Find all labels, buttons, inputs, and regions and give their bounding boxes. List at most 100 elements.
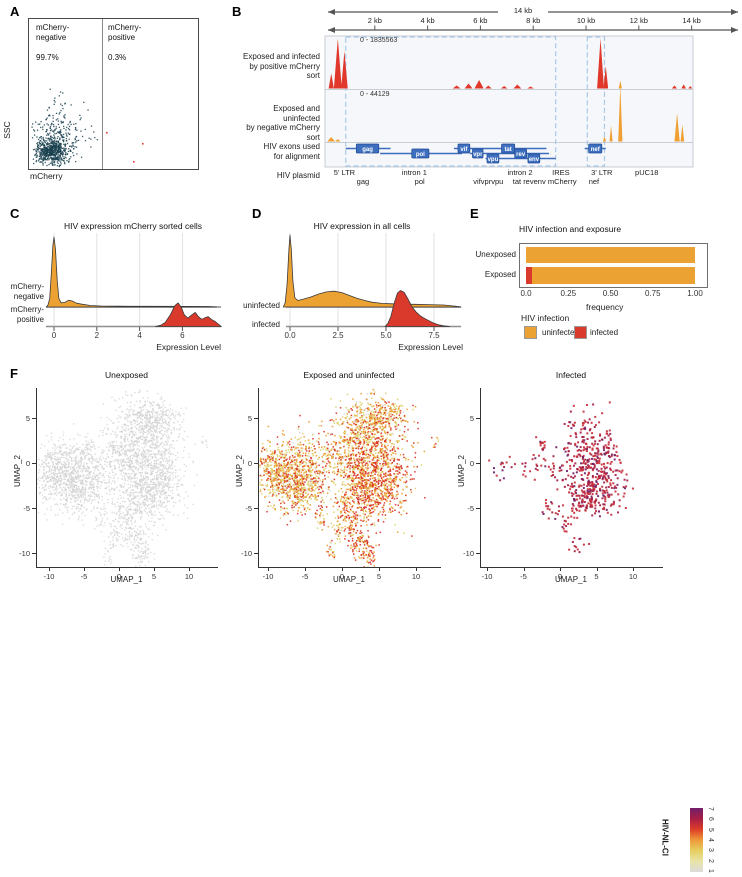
x-tick-label: 10	[411, 572, 421, 581]
panel-c-label: C	[10, 206, 20, 221]
plasmid-label: pol	[414, 177, 425, 186]
y-tick-label: -5	[245, 504, 252, 513]
panel-e-label: E	[470, 206, 479, 221]
x-tick-mark	[49, 567, 50, 571]
y-tick-label: -10	[463, 549, 474, 558]
track-2-name: Exposed and uninfected by negative mCherr…	[246, 104, 320, 142]
x-tick-mark	[633, 567, 634, 571]
exon-label-env: env	[529, 157, 540, 163]
flow-scatter-canvas	[29, 19, 198, 169]
plasmid-label: gag	[356, 177, 370, 186]
x-tick-mark	[189, 567, 190, 571]
plasmid-label: IRES	[552, 168, 570, 177]
ridge-c-x-label: Expression Level	[156, 342, 221, 352]
plasmid-label: intron 1	[401, 168, 427, 177]
flow-y-axis-label: SSC	[2, 121, 12, 139]
legend-swatch-uninfected	[524, 326, 537, 339]
ridge-d-x-label: Expression Level	[398, 342, 463, 352]
x-tick-label: 0.0	[284, 331, 296, 340]
legend-title: HIV infection	[521, 313, 570, 323]
x-tick-label: -10	[262, 572, 274, 581]
umap-plot-unexposed	[36, 388, 218, 568]
x-tick-label: 0	[116, 572, 122, 581]
x-tick-label: 0	[51, 331, 57, 340]
x-tick-label: 2.5	[332, 331, 344, 340]
y-tick-label: -10	[19, 549, 30, 558]
ruler-tick-label: 4 kb	[420, 16, 435, 25]
umap-title-infected: Infected	[555, 370, 587, 380]
plasmid-label: vifvprvpu	[473, 177, 504, 186]
plasmid-label: 5' LTR	[333, 168, 356, 177]
bars-x-label: frequency	[586, 302, 624, 312]
y-tick-mark	[254, 553, 258, 554]
umap-title-exposed-uninfected: Exposed and uninfected	[303, 370, 395, 380]
flow-x-axis-label: mCherry	[30, 171, 63, 181]
y-tick-mark	[254, 463, 258, 464]
track-2-range: 0 - 44129	[360, 91, 390, 98]
y-tick-mark	[476, 418, 480, 419]
x-tick-label: 5	[151, 572, 157, 581]
plasmid-label: pUC18	[635, 168, 659, 177]
track-1-name: Exposed and infected by positive mCherry …	[243, 52, 320, 80]
umap-x-label: UMAP_1	[332, 575, 365, 584]
y-tick-label: -5	[467, 504, 474, 513]
x-tick-mark	[560, 567, 561, 571]
x-tick-label: -5	[80, 572, 88, 581]
ruler-total-label: 14 kb	[513, 6, 533, 15]
y-tick-mark	[254, 418, 258, 419]
plasmid-label: nef	[588, 177, 600, 186]
y-tick-mark	[254, 508, 258, 509]
x-tick-label: 5	[594, 572, 599, 581]
panel-c-ridge-sorted: HIV expression mCherry sorted cells mChe…	[0, 200, 232, 360]
y-tick-label: 0	[469, 459, 474, 468]
panel-f-label: F	[10, 366, 18, 381]
ridge-c-category-positive: mCherry-positive	[10, 305, 44, 324]
ruler-tick-label: 2 kb	[367, 16, 382, 25]
y-tick-label: 0	[247, 459, 252, 468]
y-tick-mark	[32, 553, 36, 554]
umap-plot-infected	[480, 388, 663, 568]
legend-swatch-infected	[574, 326, 587, 339]
gate-divider-line	[102, 19, 103, 169]
x-tick-label: -10	[43, 572, 55, 581]
flow-plot-area: mCherry-negative 99.7% mCherry-positive …	[28, 18, 199, 170]
x-tick-label: 0	[557, 572, 563, 581]
y-tick-label: 0	[25, 459, 30, 468]
x-tick-label: 10	[184, 572, 194, 581]
x-tick-label: -10	[481, 572, 493, 581]
ridge-d-category-infected: infected	[251, 320, 280, 329]
plasmid-label: intron 2	[507, 168, 533, 177]
bar-segment-infected	[526, 267, 532, 284]
colorbar-label: HIV-NL-CI	[660, 819, 670, 856]
track-1-range: 0 - 1835563	[360, 37, 398, 44]
exon-label-vpu: vpu	[488, 157, 499, 163]
plasmid-label: tat revenv	[512, 177, 546, 186]
panel-a-flow-cytometry: mCherry-negative 99.7% mCherry-positive …	[0, 0, 230, 200]
ruler-tick-label: 12 kb	[629, 16, 648, 25]
ruler-tick-label: 8 kb	[526, 16, 541, 25]
exon-label-vpr: vpr	[473, 152, 483, 158]
ridge-d-title: HIV expression in all cells	[313, 221, 411, 231]
x-tick-label: 5	[376, 572, 382, 581]
x-tick-label: 0.50	[602, 289, 619, 298]
x-tick-label: 7.5	[428, 331, 440, 340]
exon-label-tat: tat	[504, 147, 511, 153]
x-tick-label: 2	[94, 331, 100, 340]
bars-title: HIV infection and exposure	[519, 224, 622, 234]
x-tick-label: 5.0	[380, 331, 392, 340]
gate-positive-percent: 0.3%	[108, 53, 127, 62]
ruler-tick-label: 14 kb	[682, 16, 701, 25]
y-tick-mark	[476, 463, 480, 464]
umap-x-label: UMAP_1	[110, 575, 143, 584]
gate-negative-label: mCherry-negative	[36, 23, 70, 42]
panel-f-umaps: Unexposed Exposed and uninfected Infecte…	[0, 360, 742, 873]
x-tick-mark	[596, 567, 598, 571]
panel-b-label: B	[232, 4, 242, 19]
ridge-c-title: HIV expression mCherry sorted cells	[64, 221, 202, 231]
y-tick-label: 5	[247, 414, 252, 423]
y-tick-mark	[476, 553, 480, 554]
y-tick-label: -10	[241, 549, 252, 558]
umap-y-label: UMAP_2	[457, 455, 466, 488]
x-tick-mark	[342, 567, 343, 571]
